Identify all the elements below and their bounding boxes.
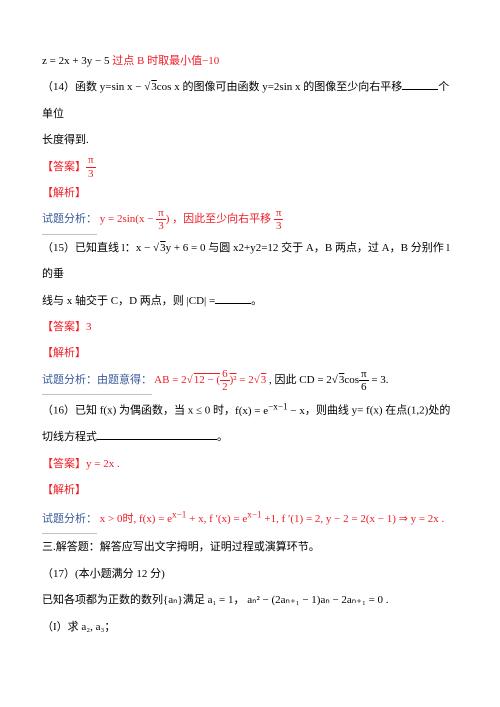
frac-pi-3: π3	[86, 154, 96, 179]
label: 试题分析：	[42, 206, 97, 234]
answer-16: 【答案】y = 2x .	[42, 451, 458, 477]
blank	[215, 293, 251, 304]
section-3: 三.解答题：解答应写出文字拇明，证明过程或演算环节。	[42, 534, 458, 560]
blank	[402, 79, 438, 90]
q16-line1: （16）已知 f(x) 为偶函数，当 x ≤ 0 时，f(x) = e−x−1 …	[42, 395, 458, 424]
blank-long	[97, 429, 217, 440]
q17-body: 已知各项都为正数的数列{aₙ}满足 a₁ = 1， aₙ² − (2aₙ₊₁ −…	[42, 587, 458, 613]
q17-sub1: （I）求 a₂, a₃；	[42, 614, 458, 640]
expr: z = 2x + 3y − 5	[42, 55, 112, 67]
q15-line1: （15）已知直线 l：x − √3y + 6 = 0 与圆 x2+y2=12 交…	[42, 235, 458, 288]
jiexi-14: 【解析】	[42, 180, 458, 206]
q17-head: （17）(本小题满分 12 分)	[42, 561, 458, 587]
expr: x − √3y + 6 = 0	[136, 242, 206, 254]
expr: {aₙ}	[163, 594, 183, 606]
expr: x > 0时, f(x) = ex−1 + x, f ′(x) = ex−1 +…	[100, 513, 445, 525]
answer-14: 【答案】π3	[42, 154, 458, 180]
jiexi-15: 【解析】	[42, 340, 458, 366]
expr: y = 2sin(x − π3) ，因此至少向右平移 π3	[100, 213, 284, 225]
answer-15: 【答案】3	[42, 314, 458, 340]
text: cos x 的图像可由函数 y=2sin x 的图像至少向右平移	[157, 81, 402, 93]
note-red: 过点 B 时取最小值−10	[112, 55, 219, 67]
analysis-16: 试题分析： x > 0时, f(x) = ex−1 + x, f ′(x) = …	[42, 503, 458, 534]
analysis-15: 试题分析：由题意得： AB = 2√12 − (62)² = 2√3 , 因此 …	[42, 367, 458, 395]
expr: f(x) = e−x−1 − x	[235, 405, 305, 417]
q14-line1: （14）函数 y=sin x − √3cos x 的图像可由函数 y=2sin …	[42, 74, 458, 127]
line-1: z = 2x + 3y − 5 过点 B 时取最小值−10	[42, 48, 458, 74]
expr: x ≤ 0	[188, 405, 211, 417]
text: , 因此 CD = 2√3cosπ6 = 3.	[266, 374, 388, 386]
q16-line2: 切线方程式。	[42, 424, 458, 450]
jiexi-16: 【解析】	[42, 477, 458, 503]
analysis-14: 试题分析： y = 2sin(x − π3) ，因此至少向右平移 π3	[42, 206, 458, 234]
q14-line2: 长度得到.	[42, 127, 458, 153]
expr: AB = 2√12 − (62)² = 2√3	[154, 374, 266, 386]
q15-line2: 线与 x 轴交于 C，D 两点，则 |CD| =。	[42, 288, 458, 314]
text: （14）函数 y=sin x −	[42, 81, 144, 93]
